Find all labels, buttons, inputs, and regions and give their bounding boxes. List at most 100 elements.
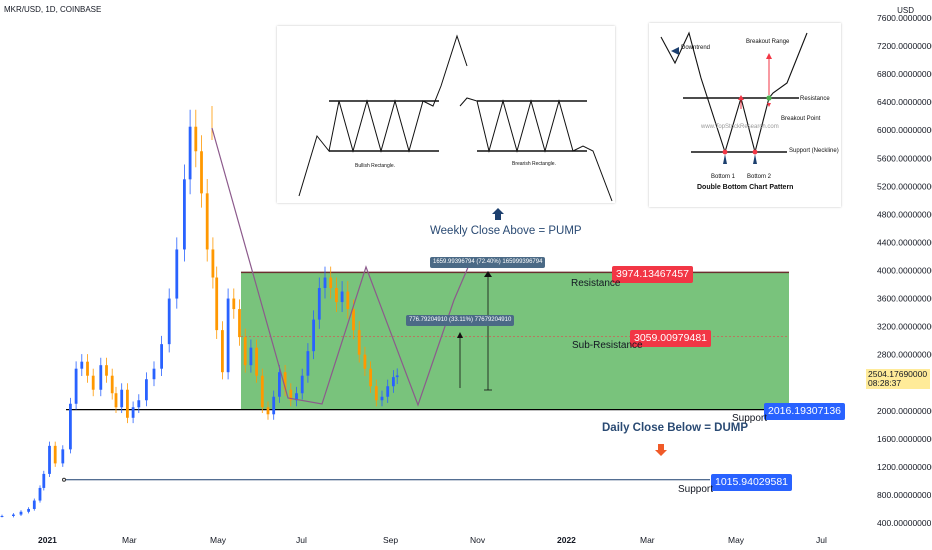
candle-body-16 [105, 365, 108, 376]
breakout-range-label: Breakout Range [746, 39, 790, 45]
candle-body-31 [200, 151, 203, 194]
candle-body-53 [323, 277, 327, 289]
y-tick-9: 4000.00000000 [877, 266, 932, 276]
x-tick-3: Jul [296, 535, 307, 545]
candle-body-9 [61, 449, 65, 464]
candle-body-52 [317, 288, 321, 320]
y-tick-3: 6400.00000000 [877, 97, 932, 107]
candle-body-44 [272, 396, 276, 415]
candle-body-64 [386, 386, 390, 397]
y-tick-0: 7600.00000000 [877, 13, 932, 23]
x-tick-9: Jul [816, 535, 827, 545]
y-tick-17: 400.00000000 [877, 518, 932, 528]
candle-body-20 [126, 389, 129, 418]
candle-body-0 [0, 515, 4, 517]
candle-body-14 [91, 375, 95, 390]
candle-body-10 [69, 403, 72, 450]
candle-body-18 [114, 393, 118, 408]
candle-body-62 [374, 386, 378, 401]
candle-body-37 [232, 298, 236, 310]
candle-body-1 [12, 514, 15, 516]
support-2-anchor [62, 477, 66, 482]
candle-body-11 [74, 368, 78, 404]
candle-body-6 [42, 473, 46, 488]
y-tick-11: 3200.00000000 [877, 322, 932, 332]
y-tick-5: 5600.00000000 [877, 153, 932, 163]
rectangle-pattern-inset: Bullish Rectangle. Brearish Rectangle. [277, 26, 615, 203]
candle-body-38 [238, 309, 241, 338]
candle-body-25 [160, 344, 163, 369]
x-tick-6: 2022 [557, 535, 576, 545]
y-tick-16: 800.00000000 [877, 490, 932, 500]
candle-body-13 [86, 361, 89, 376]
candle-body-28 [183, 179, 186, 250]
x-tick-1: Mar [122, 535, 137, 545]
candle-body-27 [175, 249, 179, 299]
candle-body-15 [99, 365, 103, 390]
candle-body-63 [380, 396, 384, 401]
breakout-point-label: Breakout Point [781, 116, 821, 122]
candle-body-61 [369, 368, 372, 387]
resistance-inset-label: Resistance [800, 96, 830, 102]
candle-body-22 [137, 400, 141, 408]
candle-body-35 [221, 330, 224, 373]
projection-path [211, 127, 473, 407]
measure-arrow-top [484, 271, 492, 277]
candle-body-5 [38, 487, 42, 501]
dump-arrow-icon [655, 444, 667, 456]
double-bottom-drawing [660, 31, 808, 164]
y-tick-15: 1200.00000000 [877, 462, 932, 472]
candle-body-51 [312, 319, 315, 352]
double-bottom-inset: Downtrend Breakout Range Resistance Brea… [649, 23, 841, 207]
x-tick-2: May [210, 535, 227, 545]
dump-note: Daily Close Below = DUMP [602, 422, 749, 434]
bearish-rectangle-label: Brearish Rectangle. [512, 161, 556, 167]
candle-body-48 [295, 393, 298, 401]
y-tick-7: 4800.00000000 [877, 209, 932, 219]
candle-body-21 [131, 407, 135, 418]
support-2-label: Support [678, 484, 714, 495]
bullish-rectangle-label: Bullish Rectangle. [355, 163, 396, 169]
candle-body-55 [335, 288, 338, 303]
double-bottom-title: Double Bottom Chart Pattern [697, 184, 794, 191]
y-tick-4: 6000.00000000 [877, 125, 932, 135]
candle-body-8 [53, 445, 57, 464]
candle-body-41 [255, 347, 258, 376]
y-tick-12: 2800.00000000 [877, 350, 932, 360]
x-tick-4: Sep [383, 535, 398, 545]
bottom-1-label: Bottom 1 [711, 174, 736, 180]
bottom-2-label: Bottom 2 [747, 174, 772, 180]
candle-body-24 [152, 368, 156, 380]
candle-body-49 [300, 375, 304, 394]
candle-body-32 [205, 193, 209, 250]
x-tick-0: 2021 [38, 535, 57, 545]
candle-body-34 [215, 277, 219, 331]
y-tick-14: 1600.00000000 [877, 434, 932, 444]
candle-body-50 [306, 351, 310, 376]
pump-arrow-icon [492, 208, 504, 220]
rectangle-pattern-drawing [298, 34, 613, 202]
candle-body-23 [145, 379, 148, 401]
candle-body-66 [395, 375, 399, 378]
measure-label-top: 1659.99396794 (72.40%) 165999396794 [430, 257, 546, 268]
candle-body-3 [27, 508, 30, 512]
resistance-label: Resistance [571, 278, 621, 289]
x-tick-5: Nov [470, 535, 486, 545]
current-price-badge: 2504.17690000 08:28:37 [866, 369, 930, 389]
y-tick-2: 6800.00000000 [877, 69, 932, 79]
symbol-label: MKR/USD, 1D, COINBASE [4, 5, 102, 14]
candle-body-40 [249, 347, 253, 366]
candle-body-45 [278, 372, 281, 397]
candle-body-26 [167, 298, 171, 345]
candle-body-47 [289, 389, 293, 401]
support-2-price-tag: 1015.94029581 [711, 474, 792, 491]
y-tick-13: 2000.00000000 [877, 406, 932, 416]
y-tick-10: 3600.00000000 [877, 294, 932, 304]
current-price-value: 2504.17690000 [868, 369, 928, 379]
y-tick-1: 7200.00000000 [877, 41, 932, 51]
candle-body-46 [283, 372, 287, 390]
candle-body-17 [110, 375, 114, 394]
candle-body-60 [363, 354, 367, 369]
sub-resistance-label: Sub-Resistance [572, 340, 643, 351]
